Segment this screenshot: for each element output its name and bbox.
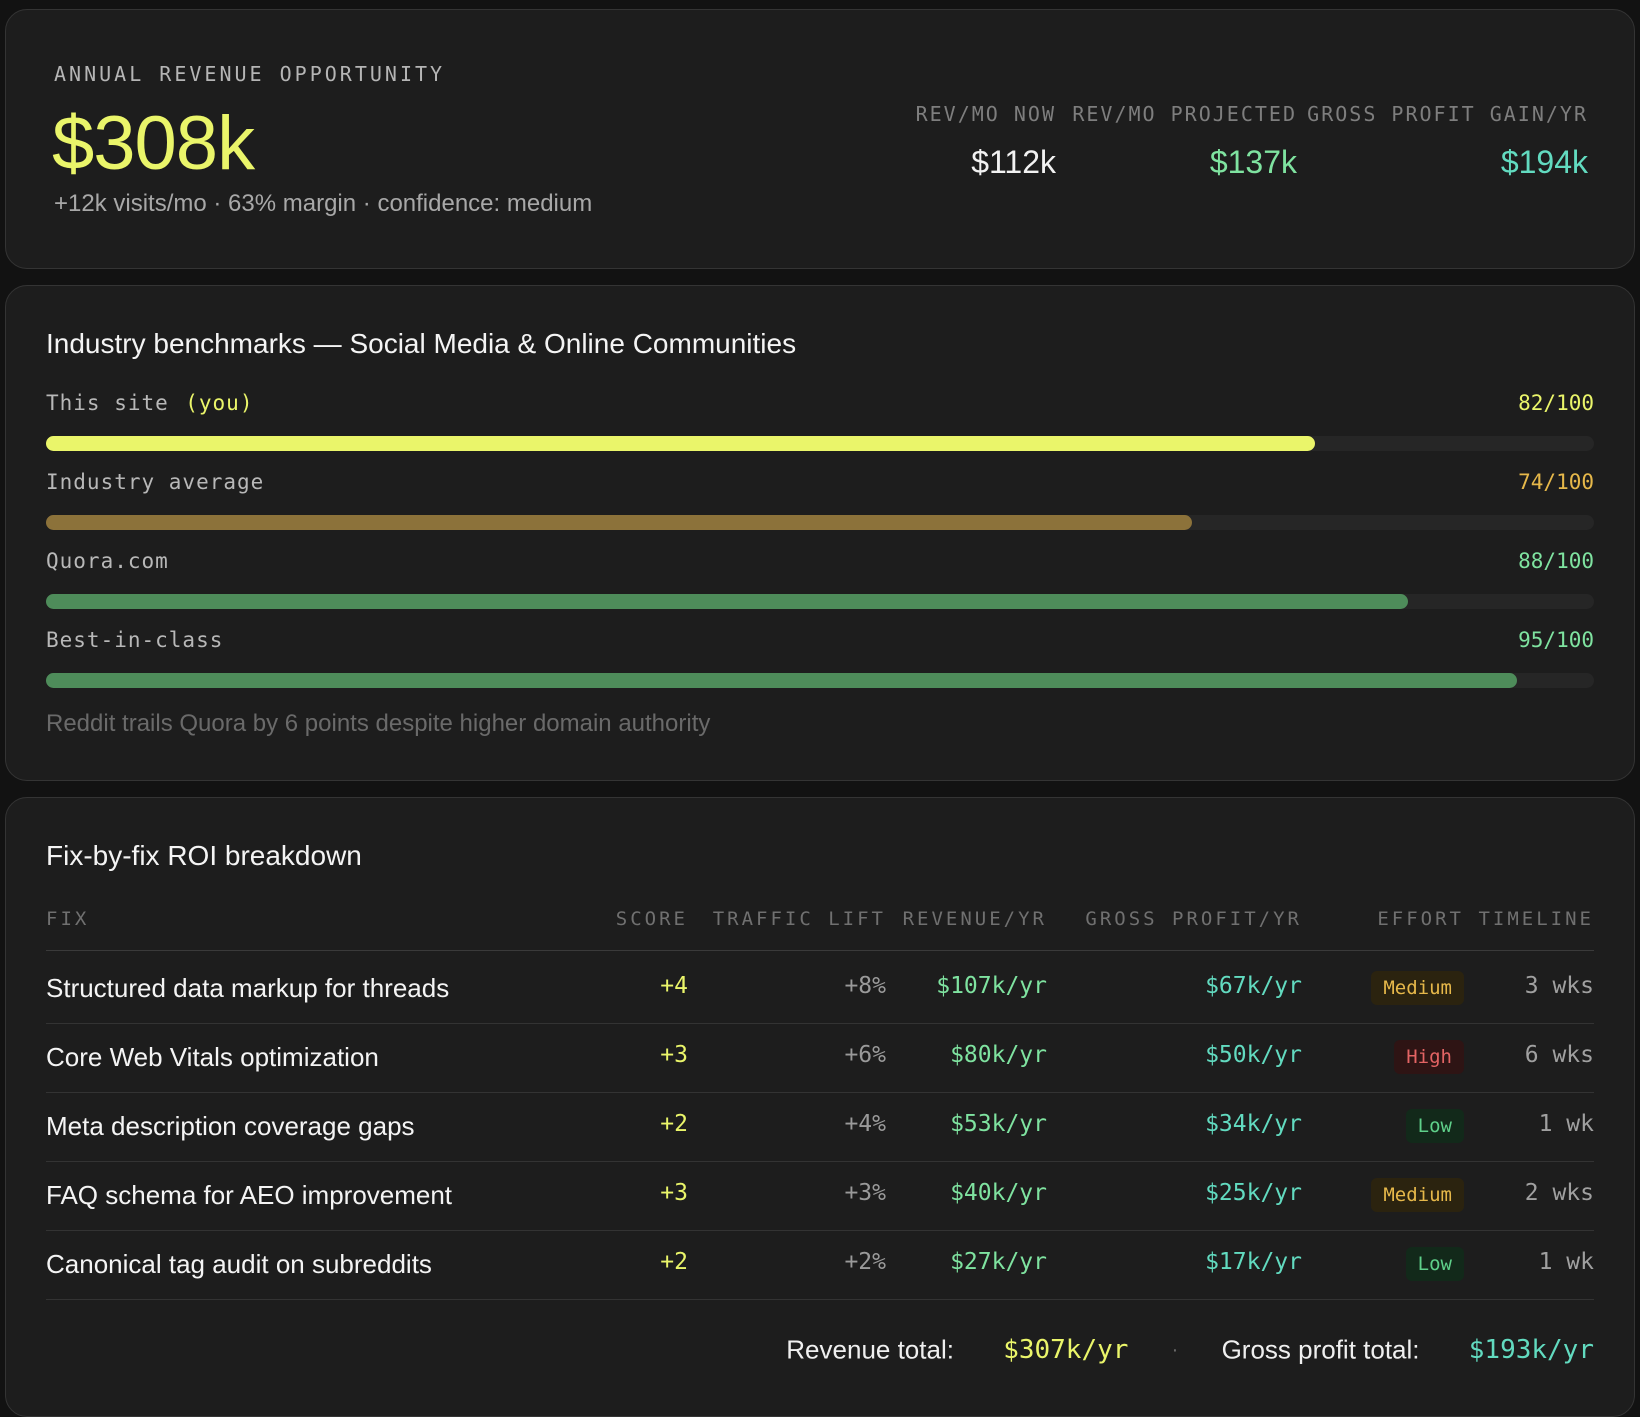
revenue-opportunity-subtitle: +12k visits/mo · 63% margin · confidence… — [54, 190, 593, 217]
benchmark-score: 74/100 — [1518, 470, 1594, 494]
revenue-total-label: Revenue total: — [786, 1334, 954, 1365]
metric-label: REV/MO NOW — [915, 102, 1056, 126]
revenue-total-value: $307k/yr — [1003, 1335, 1129, 1366]
benchmark-bar-track — [46, 436, 1594, 451]
metric-rev-projected: REV/MO PROJECTED $137k — [1072, 102, 1297, 181]
benchmark-bar-fill — [46, 673, 1517, 688]
revenue-opportunity-label: ANNUAL REVENUE OPPORTUNITY — [54, 62, 446, 86]
metric-rev-now: REV/MO NOW $112k — [916, 102, 1056, 181]
timeline-cell: 1 wk — [1538, 1111, 1594, 1137]
benchmark-row-best-in-class: Best-in-class 95/100 — [46, 628, 1594, 688]
benchmark-row-this-site: This site (you) 82/100 — [46, 391, 1594, 451]
roi-title: Fix-by-fix ROI breakdown — [46, 840, 362, 871]
effort-badge: High — [1394, 1040, 1464, 1074]
metric-value: $112k — [971, 144, 1056, 180]
benchmark-label: Best-in-class — [46, 628, 224, 652]
effort-badge: Low — [1405, 1109, 1464, 1143]
metric-label: GROSS PROFIT GAIN/YR — [1307, 102, 1588, 126]
fix-name: FAQ schema for AEO improvement — [46, 1180, 453, 1210]
benchmark-bar-fill — [46, 436, 1316, 451]
metric-gross-profit-gain: GROSS PROFIT GAIN/YR $194k — [1307, 102, 1588, 181]
industry-benchmarks-card: Industry benchmarks — Social Media & Onl… — [5, 285, 1635, 781]
fix-name: Meta description coverage gaps — [46, 1111, 415, 1141]
benchmark-you-tag: (you) — [185, 391, 254, 415]
metric-value: $194k — [1500, 144, 1588, 180]
timeline-cell: 1 wk — [1538, 1249, 1594, 1275]
benchmark-score: 88/100 — [1518, 549, 1594, 573]
gross-profit-cell: $67k/yr — [1205, 973, 1302, 999]
benchmark-label: Industry average — [46, 470, 265, 494]
effort-badge: Medium — [1371, 1178, 1464, 1212]
benchmark-row-industry-average: Industry average 74/100 — [46, 470, 1594, 530]
timeline-cell: 2 wks — [1524, 1180, 1594, 1206]
traffic-lift-cell: +4% — [844, 1111, 886, 1137]
score-cell: +3 — [660, 1180, 688, 1206]
table-row: Core Web Vitals optimization +3 +6% $80k/yr… — [46, 1020, 1594, 1093]
metric-label: REV/MO PROJECTED — [1072, 102, 1297, 126]
table-row: Structured data markup for threads +4 +8% $… — [46, 951, 1594, 1024]
table-row: Canonical tag audit on subreddits +2 +2% $2… — [46, 1227, 1594, 1300]
benchmark-score: 95/100 — [1518, 628, 1594, 652]
revenue-cell: $80k/yr — [950, 1042, 1047, 1068]
revenue-cell: $40k/yr — [950, 1180, 1047, 1206]
revenue-cell: $53k/yr — [950, 1111, 1047, 1137]
traffic-lift-cell: +2% — [844, 1249, 886, 1275]
traffic-lift-cell: +6% — [844, 1042, 886, 1068]
gross-profit-cell: $34k/yr — [1205, 1111, 1302, 1137]
metric-value: $137k — [1209, 144, 1297, 180]
score-cell: +3 — [660, 1042, 688, 1068]
totals-separator: · — [1171, 1338, 1179, 1361]
benchmark-bar-track — [46, 594, 1594, 609]
column-header-score: SCORE — [615, 908, 688, 930]
benchmark-label: Quora.com — [46, 549, 169, 573]
column-header-traffic-lift: TRAFFIC LIFT — [712, 908, 886, 930]
score-cell: +2 — [660, 1111, 688, 1137]
score-cell: +4 — [660, 973, 688, 999]
fix-name: Canonical tag audit on subreddits — [46, 1249, 432, 1279]
timeline-cell: 6 wks — [1524, 1042, 1594, 1068]
benchmark-bar-track — [46, 515, 1594, 530]
column-header-gross-profit: GROSS PROFIT/YR — [1085, 908, 1302, 930]
column-header-effort: EFFORT — [1377, 908, 1464, 930]
fix-name: Core Web Vitals optimization — [46, 1042, 379, 1072]
table-row: Meta description coverage gaps +2 +4% $53k/… — [46, 1089, 1594, 1162]
gross-profit-total-value: $193k/yr — [1468, 1335, 1594, 1366]
benchmark-score: 82/100 — [1518, 391, 1594, 415]
effort-badge: Low — [1405, 1247, 1464, 1281]
benchmark-bar-fill — [46, 594, 1409, 609]
revenue-opportunity-value: $308k — [52, 101, 255, 186]
column-header-timeline: TIMELINE — [1478, 908, 1594, 930]
column-header-revenue: REVENUE/YR — [902, 908, 1047, 930]
effort-badge: Medium — [1371, 971, 1464, 1005]
table-row: FAQ schema for AEO improvement +3 +3% $40k/… — [46, 1158, 1594, 1231]
benchmark-bar-track — [46, 673, 1594, 688]
gross-profit-cell: $25k/yr — [1205, 1180, 1302, 1206]
traffic-lift-cell: +8% — [844, 973, 886, 999]
benchmarks-title: Industry benchmarks — Social Media & Onl… — [46, 328, 797, 359]
column-header-fix: FIX — [46, 908, 90, 930]
benchmarks-note: Reddit trails Quora by 6 points despite … — [46, 710, 711, 737]
score-cell: +2 — [660, 1249, 688, 1275]
table-header-divider — [46, 950, 1594, 951]
revenue-opportunity-card: ANNUAL REVENUE OPPORTUNITY $308k +12k vi… — [5, 9, 1635, 269]
benchmark-bar-fill — [46, 515, 1192, 530]
gross-profit-cell: $17k/yr — [1205, 1249, 1302, 1275]
timeline-cell: 3 wks — [1524, 973, 1594, 999]
revenue-cell: $27k/yr — [950, 1249, 1047, 1275]
gross-profit-total-label: Gross profit total: — [1221, 1334, 1420, 1365]
roi-totals: Revenue total: $307k/yr · Gross profit t… — [786, 1333, 1594, 1366]
benchmark-label: This site — [46, 391, 169, 415]
roi-breakdown-card: Fix-by-fix ROI breakdown FIX SCORE TRAFF… — [5, 797, 1635, 1417]
fix-name: Structured data markup for threads — [46, 973, 450, 1003]
traffic-lift-cell: +3% — [844, 1180, 886, 1206]
gross-profit-cell: $50k/yr — [1205, 1042, 1302, 1068]
benchmark-row-quora: Quora.com 88/100 — [46, 549, 1594, 609]
revenue-cell: $107k/yr — [936, 973, 1047, 999]
